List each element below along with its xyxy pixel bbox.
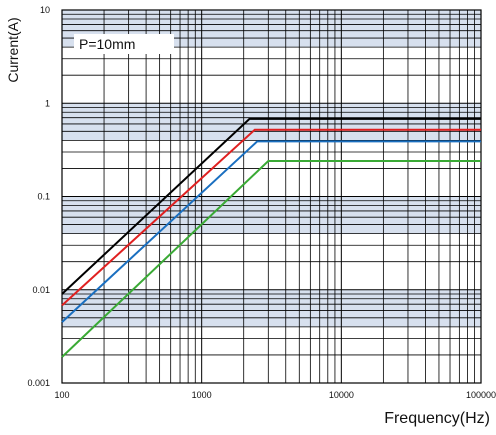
y-tick-label: 10 <box>40 5 50 15</box>
tick-labels: 100 1000 10000 100000 10 1 0.1 0.01 0.001 <box>27 5 496 400</box>
y-tick-label: 0.001 <box>27 378 50 388</box>
y-tick-label: 0.01 <box>32 285 50 295</box>
x-tick-label: 100000 <box>466 390 496 400</box>
series-line-2 <box>61 128 481 307</box>
x-axis-label: Frequency(Hz) <box>384 410 490 427</box>
x-tick-label: 100 <box>54 390 69 400</box>
x-tick-label: 1000 <box>192 390 212 400</box>
series-line-4 <box>61 160 481 358</box>
series-line-3 <box>61 140 481 323</box>
y-tick-label: 0.1 <box>37 192 50 202</box>
annotation-box <box>74 34 174 54</box>
series-lines <box>61 117 481 358</box>
plot-frame <box>61 9 482 384</box>
series-line-1 <box>61 117 481 295</box>
y-tick-label: 1 <box>45 98 50 108</box>
decade-band <box>62 196 481 234</box>
decade-band <box>62 103 481 141</box>
grid-lines <box>61 9 482 384</box>
y-axis-label: Current(A) <box>5 17 21 82</box>
annotation-label: P=10mm <box>79 36 135 52</box>
decade-band <box>62 289 481 327</box>
x-tick-label: 10000 <box>329 390 354 400</box>
